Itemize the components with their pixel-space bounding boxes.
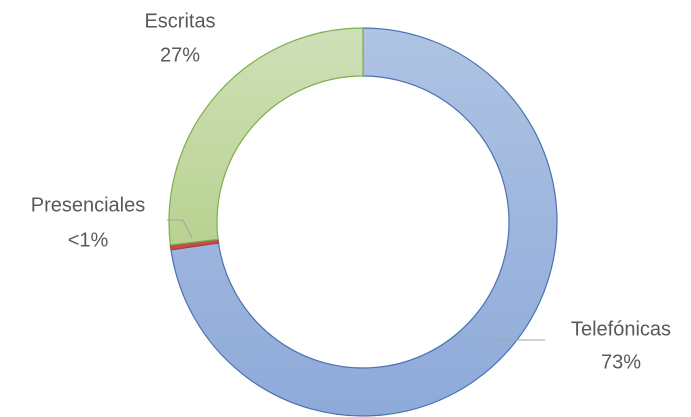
value-label: 73% bbox=[601, 351, 641, 373]
donut-segment bbox=[170, 27, 558, 417]
leader-line bbox=[167, 219, 193, 239]
value-label: <1% bbox=[68, 229, 109, 251]
category-label: Telefónicas bbox=[571, 318, 671, 340]
donut bbox=[168, 27, 558, 417]
donut-segment bbox=[168, 27, 364, 246]
value-label: 27% bbox=[160, 44, 200, 66]
category-label: Presenciales bbox=[31, 194, 146, 216]
category-label: Escritas bbox=[144, 10, 215, 32]
